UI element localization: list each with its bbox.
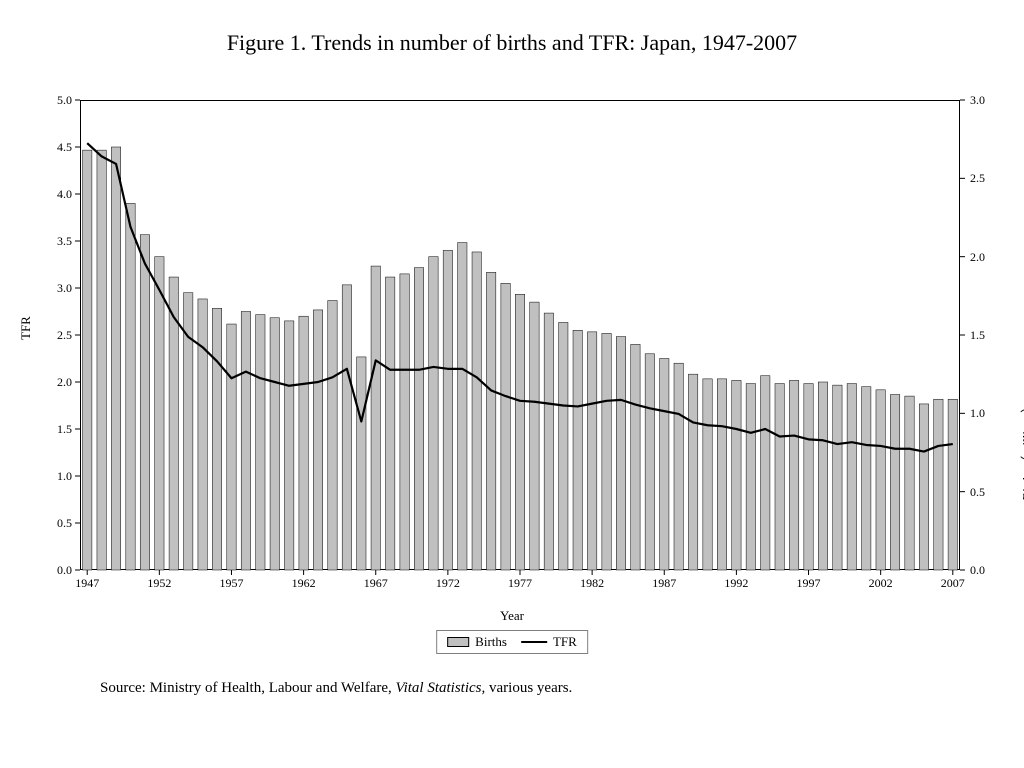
axis-tick-label: 1987 [644, 576, 684, 591]
axis-tick-label: 1977 [500, 576, 540, 591]
legend-item-births: Births [447, 634, 507, 650]
axis-tick-label: 1992 [716, 576, 756, 591]
chart-plot-area [80, 100, 960, 570]
axis-tick-label: 1982 [572, 576, 612, 591]
figure-title: Figure 1. Trends in number of births and… [0, 30, 1024, 56]
axis-tick-label: 4.0 [32, 187, 72, 202]
axis-tick-label: 2.5 [32, 328, 72, 343]
figure-container: Figure 1. Trends in number of births and… [0, 0, 1024, 768]
legend: Births TFR [436, 630, 588, 654]
axis-tick-label: 3.0 [970, 93, 985, 108]
axis-tick-label: 1962 [284, 576, 324, 591]
source-suffix: various years. [485, 680, 572, 696]
axis-tick-label: 1.5 [32, 422, 72, 437]
axis-tick-label: 4.5 [32, 140, 72, 155]
axis-tick-label: 0.0 [32, 563, 72, 578]
axis-tick-label: 2007 [933, 576, 973, 591]
source-note: Source: Ministry of Health, Labour and W… [100, 680, 572, 697]
source-italic: Vital Statistics, [396, 680, 486, 696]
y-axis-right-label: Births（millions） [1016, 400, 1024, 500]
axis-tick-label: 0.5 [32, 516, 72, 531]
axis-tick-label: 1967 [356, 576, 396, 591]
axis-tick-label: 1957 [211, 576, 251, 591]
axis-tick-label: 1.5 [970, 328, 985, 343]
axis-tick-label: 0.5 [970, 485, 985, 500]
axis-tick-label: 2.0 [32, 375, 72, 390]
axis-tick-label: 1.0 [32, 469, 72, 484]
legend-swatch-line [521, 641, 547, 643]
axis-tick-label: 2.0 [970, 250, 985, 265]
legend-swatch-bar [447, 637, 469, 647]
source-prefix: Source: Ministry of Health, Labour and W… [100, 680, 396, 696]
axis-tick-label: 2002 [861, 576, 901, 591]
axis-tick-label: 1947 [67, 576, 107, 591]
axis-tick-label: 1.0 [970, 406, 985, 421]
axis-tick-label: 1952 [139, 576, 179, 591]
axis-tick-label: 3.5 [32, 234, 72, 249]
axis-tick-label: 2.5 [970, 171, 985, 186]
legend-item-tfr: TFR [521, 634, 577, 650]
x-axis-label: Year [0, 608, 1024, 624]
axis-tick-label: 1997 [789, 576, 829, 591]
axis-tick-label: 5.0 [32, 93, 72, 108]
axis-tick-label: 3.0 [32, 281, 72, 296]
axis-tick-label: 1972 [428, 576, 468, 591]
legend-label-births: Births [475, 634, 507, 650]
legend-label-tfr: TFR [553, 634, 577, 650]
